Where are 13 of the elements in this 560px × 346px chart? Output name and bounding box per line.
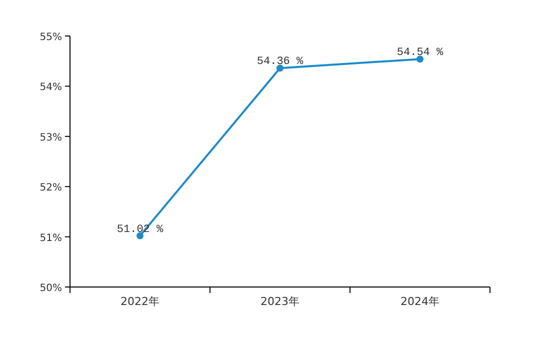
y-tick-label: 54%	[40, 82, 62, 94]
data-label: 54.36 %	[256, 56, 304, 68]
x-tick-label: 2022年	[120, 295, 160, 308]
y-tick-label: 53%	[40, 132, 62, 144]
x-tick-label: 2023年	[260, 295, 300, 308]
y-tick-label: 55%	[40, 32, 62, 43]
x-tick-label: 2024年	[400, 295, 440, 308]
y-tick-label: 50%	[40, 283, 62, 294]
point	[276, 64, 284, 72]
point	[416, 56, 424, 63]
data-label: 54.54 %	[396, 47, 444, 60]
y-tick-label: 51%	[40, 232, 62, 244]
y-tick-label: 52%	[40, 182, 62, 194]
